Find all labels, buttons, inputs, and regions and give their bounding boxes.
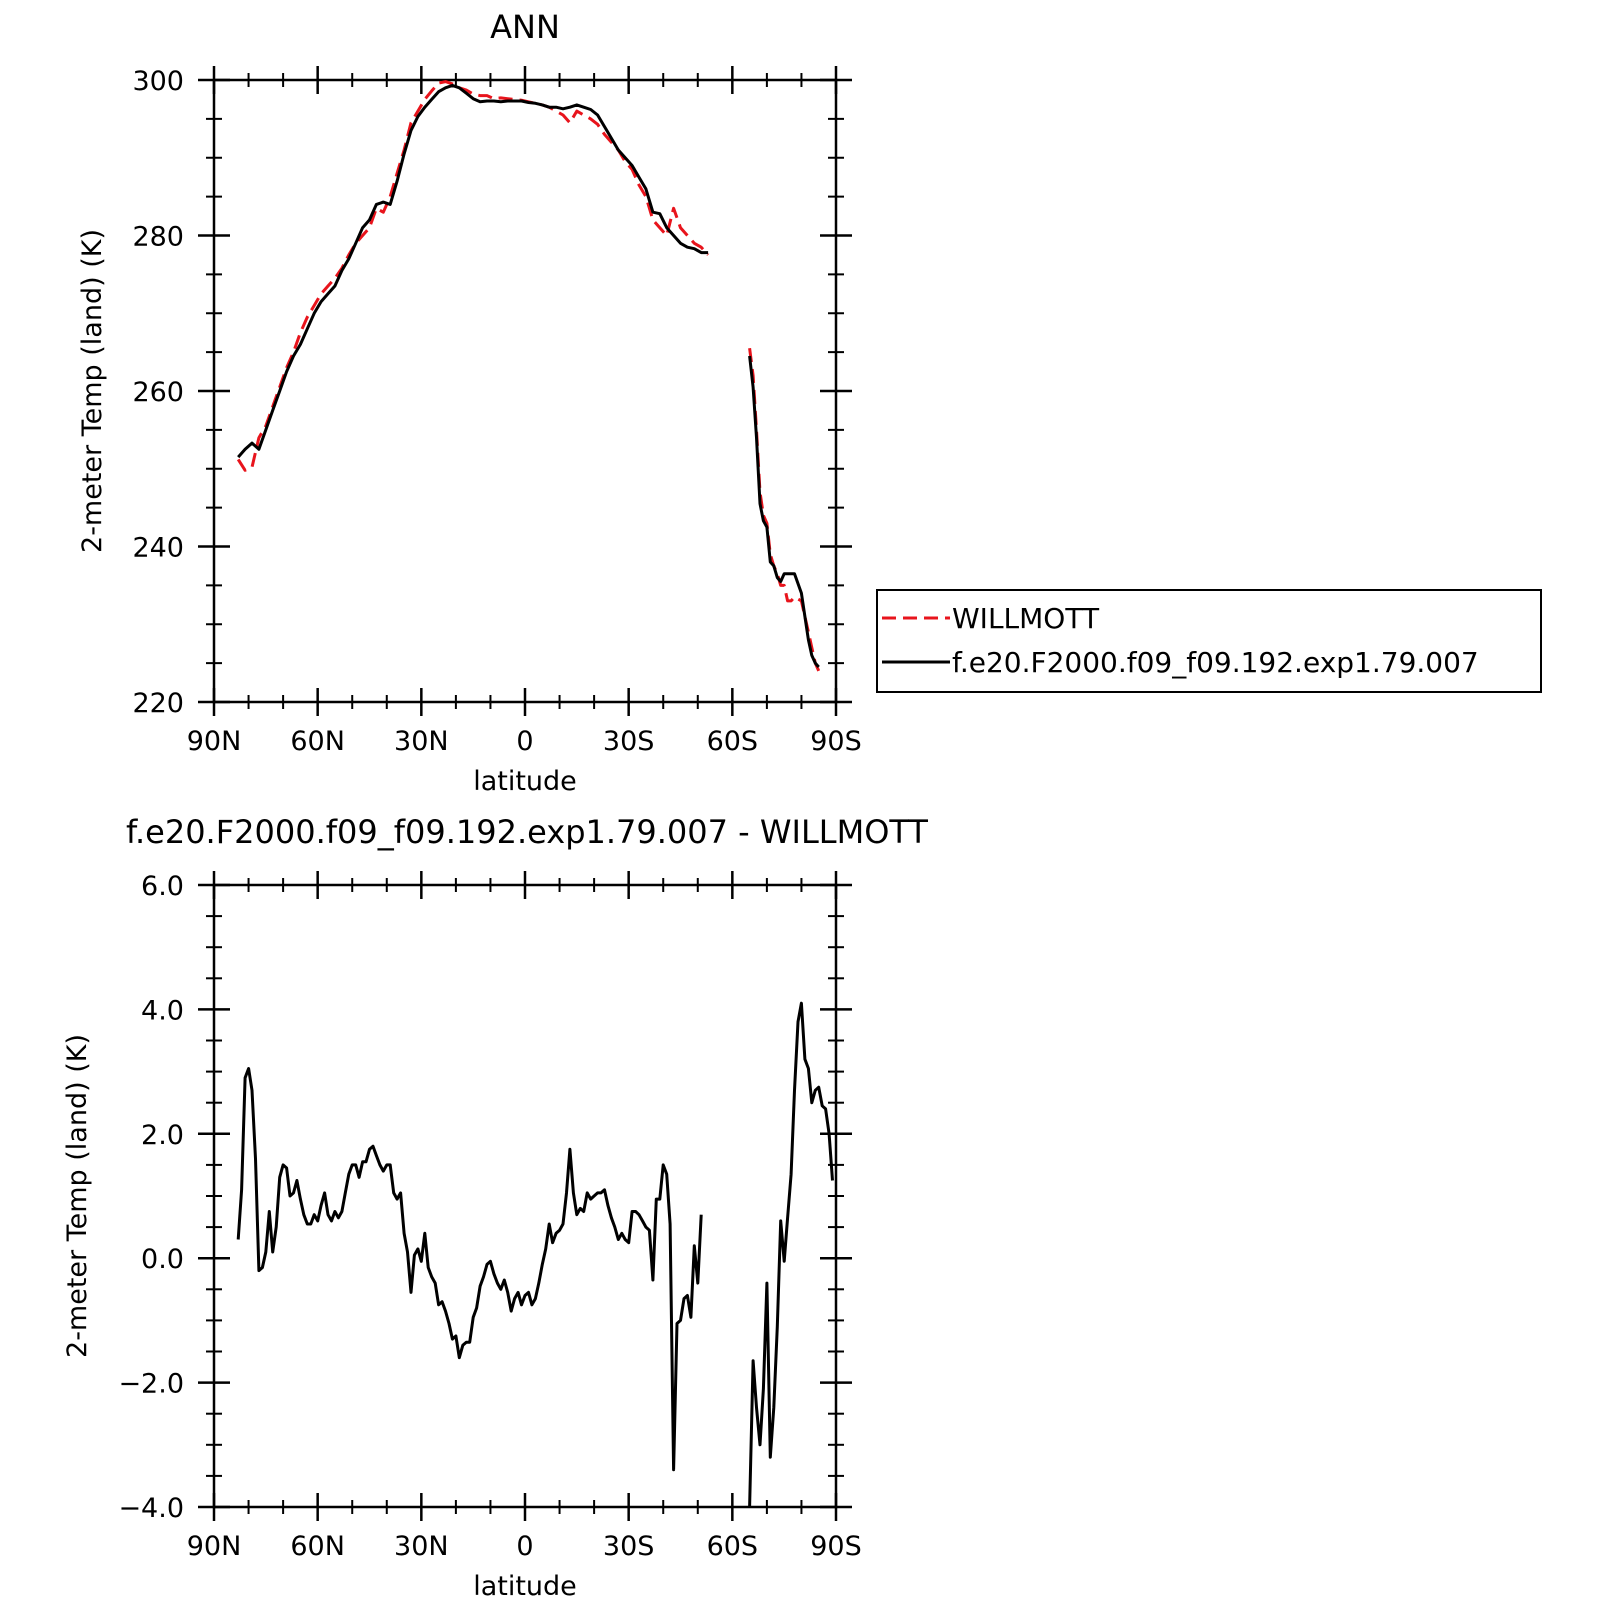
- legend: WILLMOTT f.e20.F2000.f09_f09.192.exp1.79.…: [876, 589, 1542, 693]
- legend-entry: f.e20.F2000.f09_f09.192.exp1.79.007: [952, 646, 1479, 679]
- y-tick-label: 220: [132, 688, 184, 719]
- y-tick-label: 6.0: [141, 871, 184, 902]
- x-tick-label: 30S: [603, 726, 655, 757]
- y-tick-label: 240: [132, 533, 184, 564]
- bottom-panel: f.e20.F2000.f09_f09.192.exp1.79.007 - WI…: [62, 813, 928, 1602]
- x-tick-label: 0: [516, 1531, 533, 1562]
- y-tick-label: 260: [132, 377, 184, 408]
- y-tick-label: 280: [132, 222, 184, 253]
- y-tick-label: −4.0: [118, 1493, 184, 1524]
- chart-title: f.e20.F2000.f09_f09.192.exp1.79.007 - WI…: [126, 813, 928, 851]
- series-line-1-segment-1: [236, 1067, 703, 1472]
- x-tick-label: 90S: [810, 1531, 862, 1562]
- y-tick-label: 0.0: [141, 1244, 184, 1275]
- top-panel: ANN 90N 60N 30N 0 30S 60S 90S 220 240 260 280 300 lat…: [77, 8, 862, 797]
- x-tick-label: 30N: [394, 1531, 449, 1562]
- x-tick-label: 60N: [290, 1531, 345, 1562]
- legend-box: [876, 589, 1542, 693]
- plot-frame: [212, 883, 838, 1509]
- series-line-1-segment-1: [236, 80, 710, 472]
- x-tick-label: 30S: [603, 1531, 655, 1562]
- chart-title: ANN: [490, 8, 560, 46]
- x-tick-label: 30N: [394, 726, 449, 757]
- x-tick-label: 60N: [290, 726, 345, 757]
- y-tick-label: 300: [132, 66, 184, 97]
- x-tick-label: 90S: [810, 726, 862, 757]
- x-axis-label: latitude: [473, 1571, 577, 1602]
- legend-entry: WILLMOTT: [952, 602, 1100, 635]
- y-tick-label: 4.0: [141, 995, 184, 1026]
- y-tick-label: −2.0: [118, 1369, 184, 1400]
- x-tick-label: 90N: [187, 1531, 242, 1562]
- series-line-1-segment-2: [748, 1001, 834, 1508]
- series-line-2-segment-1: [237, 83, 709, 459]
- y-axis-label: 2-meter Temp (land) (K): [62, 1034, 93, 1358]
- plot-frame: [212, 78, 838, 704]
- y-tick-label: 2.0: [141, 1120, 184, 1151]
- x-axis-label: latitude: [473, 766, 577, 797]
- x-tick-label: 90N: [187, 726, 242, 757]
- x-tick-label: 60S: [707, 726, 759, 757]
- x-tick-label: 0: [516, 726, 533, 757]
- series-line-2-segment-2: [748, 355, 820, 668]
- y-axis-label: 2-meter Temp (land) (K): [77, 229, 108, 553]
- x-tick-label: 60S: [707, 1531, 759, 1562]
